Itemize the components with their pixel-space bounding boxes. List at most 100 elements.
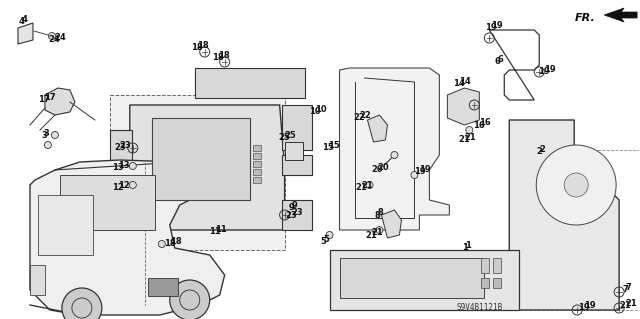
Bar	[282, 155, 312, 175]
Text: 8: 8	[374, 211, 380, 219]
Text: 2: 2	[540, 145, 545, 154]
Bar	[152, 118, 250, 200]
Text: 25: 25	[279, 133, 291, 143]
Text: 10: 10	[308, 108, 321, 116]
Bar	[195, 68, 305, 98]
Text: 3: 3	[44, 129, 50, 138]
Text: 14: 14	[460, 77, 471, 86]
Text: 7: 7	[625, 283, 631, 292]
Bar	[282, 200, 312, 230]
Text: 9: 9	[292, 201, 298, 210]
Text: 18: 18	[164, 240, 175, 249]
Text: 18: 18	[218, 51, 229, 60]
Polygon shape	[130, 105, 285, 230]
Text: 11: 11	[214, 225, 227, 234]
Text: 21: 21	[362, 181, 373, 190]
Text: 23: 23	[286, 211, 298, 219]
Text: 4: 4	[22, 15, 28, 24]
Bar	[509, 150, 639, 310]
Polygon shape	[30, 160, 225, 315]
Bar	[330, 250, 519, 310]
Bar	[38, 195, 93, 255]
Text: 17: 17	[44, 93, 56, 102]
Text: 19: 19	[584, 301, 596, 310]
Text: 24: 24	[48, 35, 60, 44]
Polygon shape	[18, 23, 33, 44]
Bar	[481, 278, 490, 288]
Polygon shape	[367, 115, 387, 142]
Text: 20: 20	[378, 163, 389, 172]
Circle shape	[536, 145, 616, 225]
Circle shape	[170, 280, 210, 319]
Text: 25: 25	[285, 131, 296, 140]
Circle shape	[366, 182, 373, 189]
Text: 2: 2	[536, 147, 542, 157]
Circle shape	[466, 127, 473, 133]
Bar	[253, 145, 260, 151]
Text: 22: 22	[360, 111, 371, 120]
Circle shape	[129, 162, 136, 169]
Circle shape	[129, 182, 136, 189]
Bar	[282, 105, 312, 150]
Bar	[285, 142, 303, 160]
Text: 21: 21	[356, 183, 367, 192]
Text: 1: 1	[465, 241, 471, 250]
Text: 23: 23	[114, 144, 125, 152]
Text: 11: 11	[209, 227, 221, 236]
Polygon shape	[381, 210, 401, 238]
Bar	[340, 258, 484, 298]
Text: 12: 12	[118, 181, 129, 190]
Bar	[253, 169, 260, 175]
Bar	[253, 153, 260, 159]
Text: 15: 15	[328, 141, 339, 150]
Text: 19: 19	[486, 24, 497, 33]
Polygon shape	[509, 120, 619, 310]
Text: 5: 5	[321, 238, 326, 247]
Text: 19: 19	[413, 167, 425, 176]
Text: 18: 18	[170, 237, 181, 246]
Bar	[253, 177, 260, 183]
Bar	[253, 161, 260, 167]
Text: 9: 9	[289, 204, 294, 212]
Bar	[30, 265, 45, 295]
Circle shape	[411, 172, 418, 179]
Bar	[493, 258, 501, 273]
Text: 19: 19	[538, 68, 550, 77]
Text: 12: 12	[112, 183, 124, 192]
Text: 21: 21	[465, 133, 476, 142]
Text: 3: 3	[41, 131, 47, 140]
Bar	[110, 130, 132, 210]
Text: 18: 18	[196, 41, 209, 50]
Text: 1: 1	[463, 243, 468, 253]
Text: 10: 10	[314, 105, 326, 114]
Text: 24: 24	[54, 33, 66, 42]
Bar	[110, 95, 285, 250]
Polygon shape	[340, 68, 449, 230]
Text: 18: 18	[191, 43, 202, 53]
Text: 19: 19	[544, 65, 556, 74]
Text: 21: 21	[458, 136, 470, 145]
Text: 21: 21	[365, 231, 378, 240]
Text: 6: 6	[494, 57, 500, 66]
Text: S9V4B1121B: S9V4B1121B	[456, 303, 502, 313]
Text: 17: 17	[38, 95, 50, 105]
Polygon shape	[447, 88, 479, 125]
Text: 21: 21	[620, 301, 631, 310]
Text: 14: 14	[454, 79, 465, 88]
Text: 20: 20	[372, 166, 383, 174]
Text: 13: 13	[112, 164, 124, 173]
Text: 16: 16	[474, 121, 485, 130]
Text: 15: 15	[322, 144, 333, 152]
Text: FR.: FR.	[575, 13, 595, 23]
Text: 13: 13	[118, 161, 129, 170]
Circle shape	[564, 173, 588, 197]
Circle shape	[326, 232, 333, 239]
Bar	[493, 278, 501, 288]
Text: 4: 4	[19, 18, 25, 26]
Circle shape	[391, 152, 398, 159]
Text: 22: 22	[354, 114, 365, 122]
Text: 6: 6	[497, 55, 503, 64]
Text: 16: 16	[479, 118, 491, 127]
Circle shape	[49, 33, 56, 40]
Bar	[60, 175, 155, 230]
